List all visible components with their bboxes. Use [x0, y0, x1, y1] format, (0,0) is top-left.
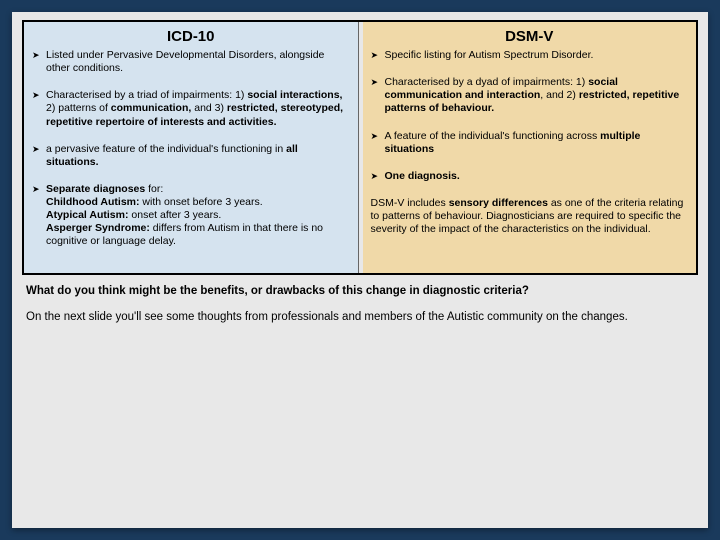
bullet-text: One diagnosis. [385, 170, 689, 183]
footer-question: What do you think might be the benefits,… [26, 283, 694, 299]
bullet-text: Characterised by a dyad of impairments: … [385, 76, 689, 115]
comparison-table: ICD-10 ➤Listed under Pervasive Developme… [22, 20, 698, 275]
footer-note: On the next slide you'll see some though… [26, 309, 694, 325]
bullet-text: Separate diagnoses for:Childhood Autism:… [46, 183, 350, 249]
footer-text: What do you think might be the benefits,… [22, 283, 698, 325]
bullet-item: ➤Characterised by a triad of impairments… [32, 89, 350, 128]
bullet-text: Characterised by a triad of impairments:… [46, 89, 350, 128]
bullet-text: A feature of the individual's functionin… [385, 130, 689, 156]
bullet-text: a pervasive feature of the individual's … [46, 143, 350, 169]
dsmv-paragraph: DSM-V includes sensory differences as on… [371, 197, 689, 236]
icd10-column: ICD-10 ➤Listed under Pervasive Developme… [24, 22, 359, 273]
bullet-marker-icon: ➤ [371, 49, 385, 62]
bullet-item: ➤One diagnosis. [371, 170, 689, 183]
slide-panel: ICD-10 ➤Listed under Pervasive Developme… [12, 12, 708, 528]
bullet-item: ➤A feature of the individual's functioni… [371, 130, 689, 156]
bullet-marker-icon: ➤ [32, 143, 46, 169]
bullet-item: ➤Listed under Pervasive Developmental Di… [32, 49, 350, 75]
icd10-title: ICD-10 [32, 28, 350, 45]
bullet-marker-icon: ➤ [32, 49, 46, 75]
dsmv-column: DSM-V ➤Specific listing for Autism Spect… [363, 22, 697, 273]
bullet-item: ➤Characterised by a dyad of impairments:… [371, 76, 689, 115]
bullet-item: ➤Specific listing for Autism Spectrum Di… [371, 49, 689, 62]
bullet-marker-icon: ➤ [32, 183, 46, 249]
bullet-item: ➤Separate diagnoses for:Childhood Autism… [32, 183, 350, 249]
bullet-marker-icon: ➤ [32, 89, 46, 128]
icd10-items: ➤Listed under Pervasive Developmental Di… [32, 49, 350, 249]
bullet-item: ➤a pervasive feature of the individual's… [32, 143, 350, 169]
bullet-marker-icon: ➤ [371, 170, 385, 183]
bullet-text: Specific listing for Autism Spectrum Dis… [385, 49, 689, 62]
dsmv-items: ➤Specific listing for Autism Spectrum Di… [371, 49, 689, 183]
dsmv-title: DSM-V [371, 28, 689, 45]
bullet-marker-icon: ➤ [371, 130, 385, 156]
bullet-text: Listed under Pervasive Developmental Dis… [46, 49, 350, 75]
bullet-marker-icon: ➤ [371, 76, 385, 115]
